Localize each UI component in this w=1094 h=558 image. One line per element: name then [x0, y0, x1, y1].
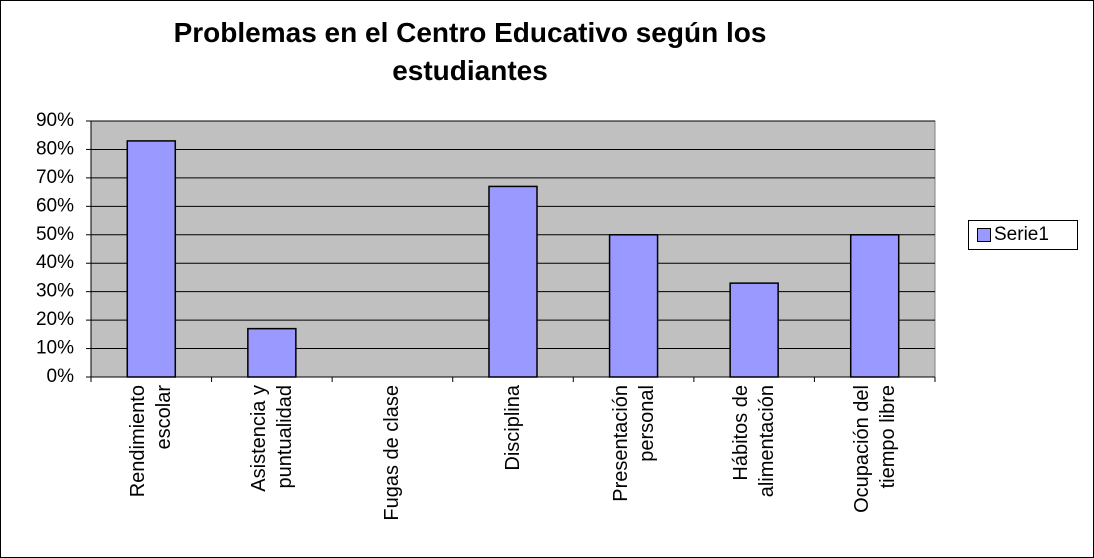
- x-tick-label: Fugas de clase: [381, 385, 404, 521]
- y-tick-label: 30%: [36, 281, 74, 302]
- x-tick-label: Disciplina: [502, 385, 524, 471]
- y-tick-label: 0%: [47, 366, 75, 387]
- y-tick-label: 50%: [36, 224, 74, 245]
- x-tick-label: Rendimiento escolar: [127, 385, 176, 498]
- x-tick-label: Ocupación del tiempo libre: [850, 385, 899, 513]
- bar: [126, 140, 177, 378]
- legend: Serie1: [968, 220, 1078, 250]
- bar: [729, 282, 779, 378]
- y-tick-label: 70%: [36, 167, 74, 188]
- y-tick-label: 80%: [36, 138, 74, 159]
- y-tick-label: 90%: [36, 110, 74, 131]
- x-tick-label: Asistencia y puntualidad: [247, 385, 296, 492]
- y-tick-label: 40%: [36, 252, 74, 273]
- bar: [247, 327, 297, 378]
- bar: [488, 185, 538, 378]
- chart-title: Problemas en el Centro Educativo según l…: [173, 17, 767, 86]
- x-tick-label: Hábitos de alimentación: [730, 385, 779, 498]
- x-tick-label: Presentación personal: [609, 385, 658, 502]
- legend-label: Serie1: [994, 224, 1049, 245]
- y-tick-label: 20%: [36, 309, 74, 330]
- legend-swatch: [977, 228, 991, 242]
- y-tick-label: 10%: [36, 338, 74, 359]
- bar: [608, 234, 659, 378]
- y-tick-label: 60%: [36, 195, 74, 216]
- bar: [849, 234, 900, 378]
